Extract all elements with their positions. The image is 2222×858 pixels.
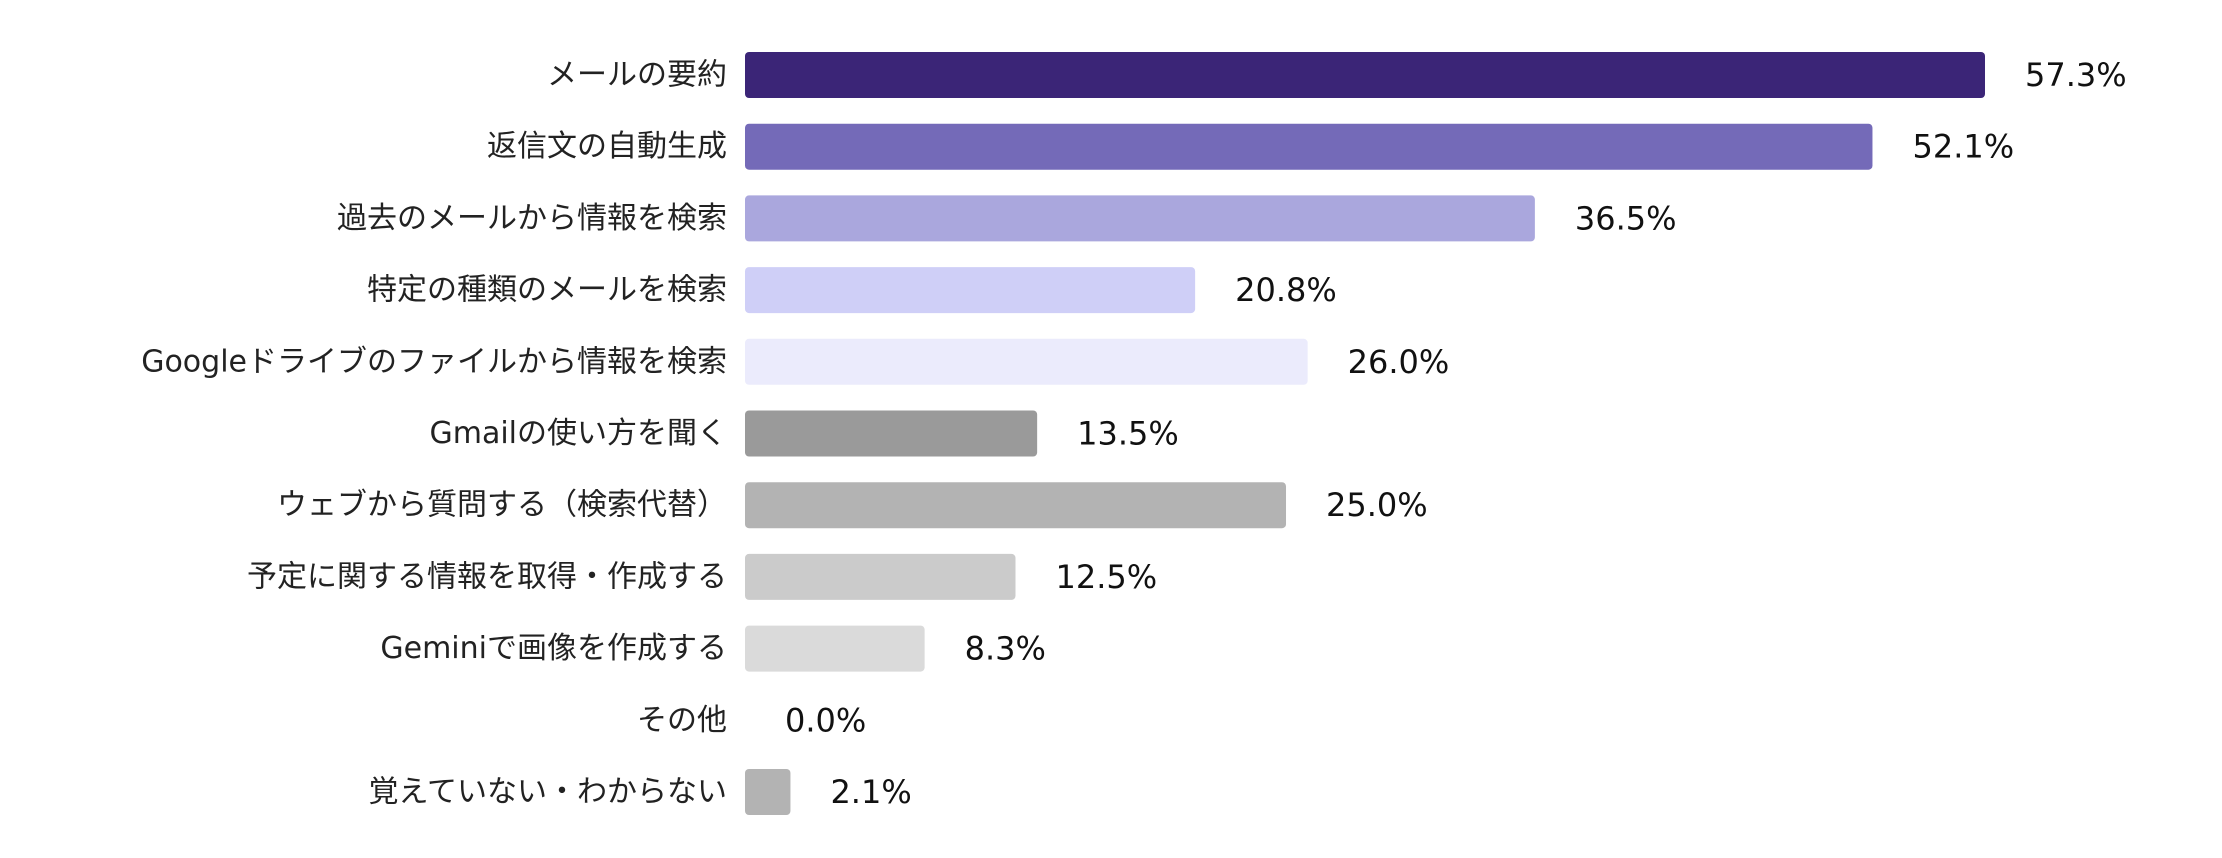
category-label-3: 特定の種類のメールを検索 [367, 273, 727, 308]
value-label-5: 13.5% [1077, 415, 1179, 453]
bar-3 [745, 267, 1196, 314]
bar-8 [745, 625, 925, 672]
category-label-9: その他 [637, 703, 727, 738]
value-labels-group: 57.3% 52.1% 36.5% 20.8% 26.0% 13.5% 25.0% 12.5%… [785, 56, 2127, 811]
bar-10 [745, 769, 791, 815]
value-label-10: 2.1% [830, 773, 911, 811]
bar-2 [745, 195, 1535, 242]
value-label-6: 25.0% [1326, 486, 1428, 524]
category-label-8: Geminiで画像を作成する [380, 631, 727, 666]
category-label-1: 返信文の自動生成 [487, 129, 727, 164]
value-label-7: 12.5% [1056, 558, 1158, 596]
category-label-4: Googleドライブのファイルから情報を検索 [141, 344, 727, 379]
bar-7 [745, 553, 1016, 600]
category-label-6: ウェブから質問する（検索代替） [277, 488, 727, 523]
value-label-4: 26.0% [1348, 343, 1450, 381]
value-label-1: 52.1% [1912, 128, 2014, 166]
bar-4 [745, 338, 1308, 385]
bar-1 [745, 123, 1873, 170]
category-label-7: 予定に関する情報を取得・作成する [247, 559, 727, 594]
value-label-2: 36.5% [1575, 199, 1677, 237]
value-label-9: 0.0% [785, 701, 866, 739]
value-label-3: 20.8% [1235, 271, 1337, 309]
category-label-2: 過去のメールから情報を検索 [337, 201, 727, 236]
category-label-10: 覚えていない・わからない [369, 775, 728, 810]
bars-group [745, 52, 1985, 815]
value-label-0: 57.3% [2025, 56, 2127, 94]
bar-0 [745, 52, 1985, 98]
category-label-5: Gmailの使い方を聞く [429, 416, 727, 451]
bar-6 [745, 482, 1287, 529]
category-label-0: メールの要約 [547, 58, 727, 93]
value-label-8: 8.3% [965, 630, 1046, 668]
bar-5 [745, 410, 1038, 457]
